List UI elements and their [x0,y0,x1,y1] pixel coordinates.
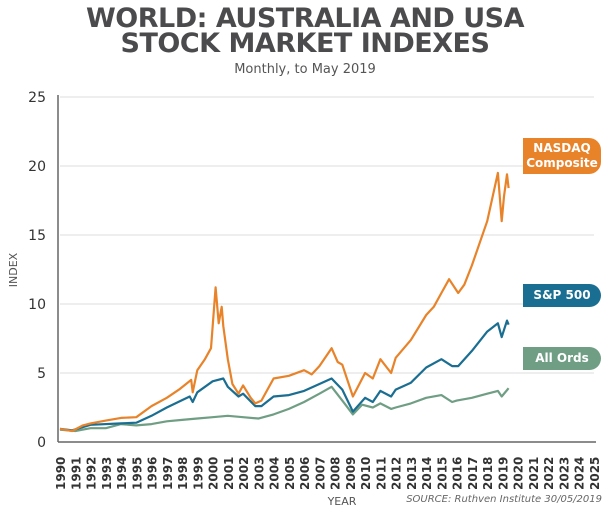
y-tick-label: 15 [28,228,46,244]
legend-tag-sp500: S&P 500 [523,284,601,307]
x-tick-label: 2019 [496,457,510,490]
x-tick-label: 2002 [237,457,251,490]
x-tick-label: 1997 [161,457,175,490]
x-tick-label: 1992 [85,457,99,490]
x-tick-label: 2017 [466,457,480,490]
x-tick-label: 1991 [69,457,83,490]
x-tick-label: 2010 [359,457,373,490]
chart-title-line-2: STOCK MARKET INDEXES [120,28,490,59]
x-tick-label: 2015 [435,457,449,490]
chart-subtitle: Monthly, to May 2019 [234,62,376,77]
x-axis-title: YEAR [327,495,357,508]
x-tick-label: 2001 [222,457,236,490]
x-tick-label: 2009 [344,457,358,490]
y-tick-label: 25 [28,90,46,106]
x-tick-label: 2016 [451,457,465,490]
x-tick-label: 2024 [573,457,587,490]
x-tick-label: 2012 [390,457,404,490]
x-tick-label: 1990 [54,457,68,490]
legend-label-sp500: S&P 500 [533,288,591,302]
x-tick-label: 2025 [588,457,602,490]
series-line-nasdaq [59,171,510,433]
x-tick-label: 2022 [542,457,556,490]
series-line-all-ords [59,385,510,433]
x-tick-label: 2014 [420,457,434,490]
legend-tag-all-ords: All Ords [523,347,601,370]
x-tick-label: 2018 [481,457,495,490]
y-tick-label: 20 [28,159,46,175]
x-tick-label: 2000 [207,457,221,490]
x-tick-label: 2020 [512,457,526,490]
legend-label-nasdaq-line2: Composite [526,156,598,170]
x-tick-label: 2007 [313,457,327,490]
x-tick-label: 2006 [298,457,312,490]
chart-title-line-1: WORLD: AUSTRALIA AND USA [86,3,525,34]
x-tick-label: 1999 [191,457,205,490]
x-tick-label: 1995 [130,457,144,490]
x-tick-label: 1994 [115,457,129,490]
legend-tag-nasdaq: NASDAQ Composite [523,138,601,174]
y-tick-label: 10 [28,297,46,313]
x-tick-label: 1998 [176,457,190,490]
x-tick-label: 2004 [268,457,282,490]
legend-label-nasdaq-line1: NASDAQ [533,141,591,155]
y-tick-label: 0 [37,435,46,451]
x-tick-label: 2013 [405,457,419,490]
x-tick-label: 2011 [374,457,388,490]
x-tick-label: 1996 [146,457,160,490]
y-tick-label: 5 [37,366,46,382]
x-tick-label: 2003 [252,457,266,490]
x-tick-label: 2008 [329,457,343,490]
y-axis-title: INDEX [7,252,20,287]
x-tick-label: 1993 [100,457,114,490]
x-tick-label: 2021 [527,457,541,490]
source-note: SOURCE: Ruthven Institute 30/05/2019 [406,494,602,505]
x-tick-label: 2023 [557,457,571,490]
series-line-sp500 [59,319,510,432]
legend-label-all-ords: All Ords [535,351,589,365]
x-tick-label: 2005 [283,457,297,490]
